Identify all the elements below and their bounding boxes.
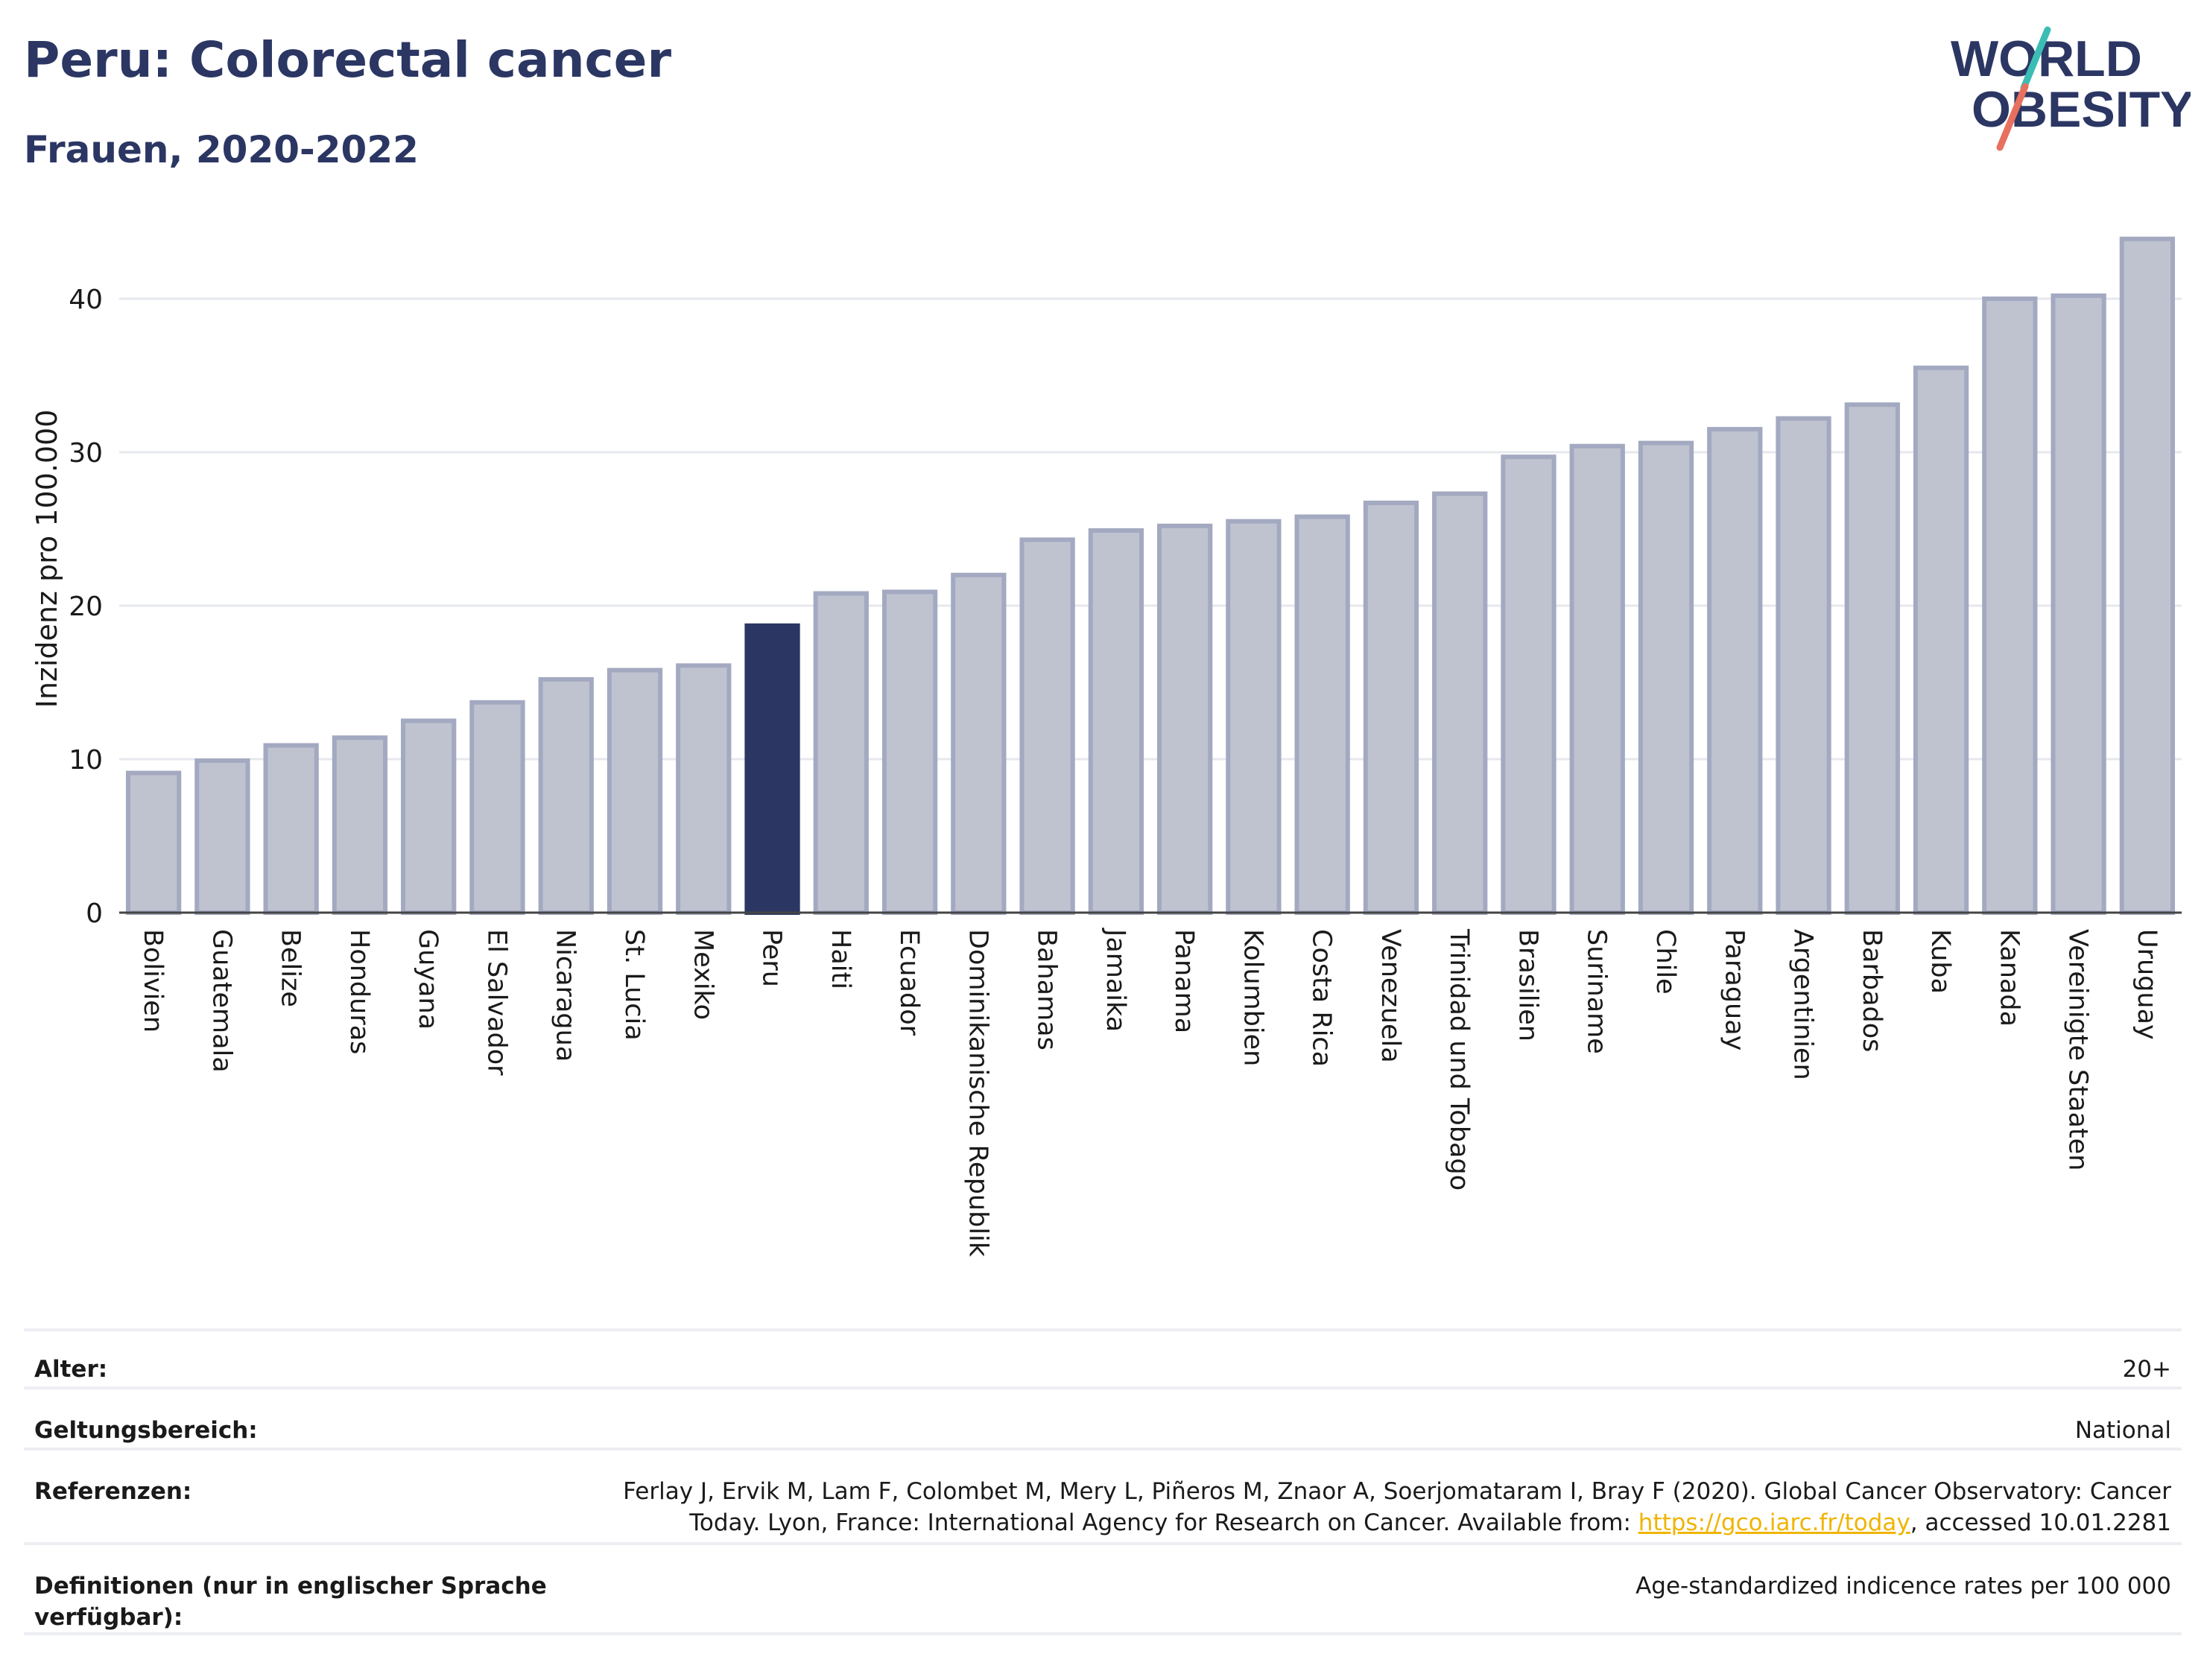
meta-row-definitions: Definitionen (nur in englischer Sprache … [24, 1542, 2182, 1635]
bar-vereinigte-staaten [2051, 293, 2106, 915]
bar-paraguay [1707, 427, 1763, 915]
definitions-label: Definitionen (nur in englischer Sprache … [34, 1573, 547, 1631]
x-tick-label: Panama [1169, 929, 1199, 1033]
bar-honduras [332, 735, 388, 915]
x-tick-label: Kanada [1994, 929, 2024, 1027]
bar-dominikanische-republik [951, 572, 1007, 915]
age-value: 20+ [2122, 1356, 2171, 1383]
age-label: Alter: [34, 1356, 108, 1383]
axes: 0 10 20 30 40 [69, 285, 2182, 929]
logo-slash-coral [1996, 83, 2029, 151]
x-tick-label: Haiti [826, 929, 855, 989]
bar-kolumbien [1226, 519, 1282, 915]
x-tick-label: El Salvador [481, 929, 511, 1076]
x-tick-label: Chile [1650, 929, 1680, 995]
bar-nicaragua [538, 676, 594, 915]
x-tick-label: Suriname [1582, 929, 1612, 1054]
bar-suriname [1569, 443, 1625, 915]
bar-kuba [1913, 365, 1969, 915]
x-tick-label: Barbados [1857, 929, 1887, 1052]
bar-jamaika [1088, 528, 1144, 915]
x-tick-label: Kuba [1925, 929, 1955, 994]
logo-slash-teal [2020, 26, 2051, 92]
bar-guatemala [194, 758, 250, 915]
y-tick-label: 10 [69, 745, 103, 776]
x-tick-label: Belize [276, 929, 305, 1007]
page-title: Peru: Colorectal cancer [24, 31, 671, 89]
x-tick-label: Dominikanische Republik [963, 929, 992, 1258]
x-tick-label: Honduras [344, 929, 374, 1054]
x-tick-label: Peru [757, 929, 787, 987]
bar-guyana [401, 718, 457, 915]
bar-bolivien [125, 770, 182, 916]
bar-bahamas [1019, 537, 1075, 915]
meta-row-age: Alter: 20+ [24, 1328, 2182, 1386]
bar-el-salvador [469, 700, 525, 916]
bar-venezuela [1363, 500, 1419, 915]
x-tick-label: Venezuela [1375, 929, 1405, 1063]
x-tick-label: Nicaragua [551, 929, 580, 1062]
bar-argentinien [1776, 416, 1831, 915]
bar-peru [744, 623, 800, 916]
bar-chile [1638, 440, 1694, 915]
x-tick-label: Guyana [413, 929, 443, 1030]
y-tick-label: 30 [69, 438, 103, 469]
bar-barbados [1844, 402, 1900, 915]
x-tick-labels: Bolivien Guatemala Belize Honduras Guyana El … [138, 928, 2162, 1258]
y-tick-label: 40 [69, 285, 103, 315]
x-tick-label: Costa Rica [1307, 929, 1337, 1067]
x-tick-label: Kolumbien [1238, 929, 1267, 1066]
page-subtitle: Frauen, 2020-2022 [24, 128, 419, 171]
x-tick-label: Bolivien [138, 929, 168, 1033]
x-tick-label: Brasilien [1513, 929, 1542, 1042]
x-tick-label: Mexiko [688, 929, 718, 1020]
bar-ecuador [881, 589, 938, 916]
definitions-value: Age-standardized indicence rates per 100… [1635, 1573, 2171, 1600]
scope-label: Geltungsbereich: [34, 1417, 258, 1444]
references-value: Ferlay J, Ervik M, Lam F, Colombet M, Me… [607, 1476, 2182, 1538]
bar-kanada [1982, 297, 2038, 915]
x-tick-label: Argentinien [1788, 929, 1818, 1080]
x-tick-label: Jamaika [1101, 928, 1130, 1032]
bar-uruguay [2119, 236, 2176, 916]
bar-trinidad-und-tobago [1432, 491, 1488, 915]
world-obesity-logo: WORLD OBESITY [1951, 26, 2191, 151]
meta-row-scope: Geltungsbereich: National [24, 1386, 2182, 1448]
bar-panama [1156, 523, 1213, 915]
scope-value: National [2074, 1417, 2171, 1444]
references-accessed: , accessed 10.01.2281 [1910, 1509, 2171, 1536]
bar-haiti [813, 591, 869, 916]
grid-lines [119, 297, 2182, 761]
x-tick-label: Guatemala [206, 929, 236, 1073]
x-tick-label: St. Lucia [619, 929, 649, 1041]
y-axis-label: Inzidenz pro 100.000 [31, 410, 63, 709]
bars [125, 236, 2176, 916]
references-text: Ferlay J, Ervik M, Lam F, Colombet M, Me… [623, 1478, 2171, 1536]
x-tick-label: Trinidad und Tobago [1444, 928, 1474, 1191]
x-tick-label: Bahamas [1032, 929, 1062, 1050]
x-tick-label: Ecuador [894, 929, 924, 1036]
meta-row-references: Referenzen: Ferlay J, Ervik M, Lam F, Co… [24, 1448, 2182, 1542]
y-tick-label: 0 [86, 898, 103, 929]
bar-chart: 0 10 20 30 40 Bolivien Guatemala Belize Hondura… [31, 236, 2182, 1258]
bar-belize [263, 743, 319, 916]
metadata-table: Alter: 20+ Geltungsbereich: National Ref… [24, 1328, 2182, 1635]
bar-mexiko [676, 663, 732, 916]
bar-st-lucia [607, 668, 663, 916]
bar-brasilien [1501, 454, 1557, 915]
x-tick-label: Vereinigte Staaten [2063, 929, 2093, 1170]
references-link[interactable]: https://gco.iarc.fr/today [1638, 1509, 1910, 1536]
x-tick-label: Uruguay [2132, 929, 2162, 1040]
x-tick-label: Paraguay [1719, 929, 1749, 1050]
bar-costa-rica [1294, 514, 1350, 915]
y-tick-label: 20 [69, 592, 103, 622]
references-label: Referenzen: [34, 1478, 192, 1505]
